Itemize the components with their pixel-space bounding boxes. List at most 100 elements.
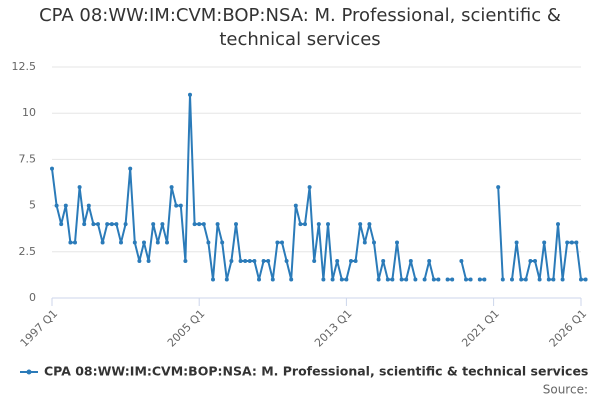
point xyxy=(119,240,123,245)
point xyxy=(96,222,100,227)
x-tick-label: 1997 Q1 xyxy=(18,307,61,350)
point xyxy=(280,240,284,245)
point xyxy=(431,277,436,282)
point xyxy=(482,277,487,282)
point xyxy=(477,277,482,282)
point xyxy=(321,277,326,282)
point xyxy=(560,277,565,282)
point xyxy=(169,185,174,190)
point xyxy=(395,240,399,245)
point xyxy=(344,277,349,282)
point xyxy=(339,277,344,282)
point xyxy=(312,259,317,264)
point xyxy=(247,259,252,264)
point xyxy=(215,222,220,227)
point xyxy=(399,277,404,282)
point xyxy=(523,277,528,282)
point xyxy=(450,277,455,282)
point xyxy=(298,222,303,227)
point xyxy=(63,203,68,208)
point xyxy=(284,259,289,264)
point xyxy=(574,240,579,245)
point xyxy=(408,259,413,264)
point xyxy=(234,222,238,227)
point xyxy=(307,185,312,190)
point xyxy=(82,222,87,227)
point xyxy=(436,277,441,282)
point xyxy=(519,277,524,282)
point xyxy=(427,259,432,264)
point xyxy=(546,277,551,282)
point xyxy=(528,259,533,264)
point xyxy=(50,166,54,171)
y-tick-label: 5 xyxy=(29,199,36,212)
y-tick-label: 2.5 xyxy=(19,245,37,258)
point xyxy=(289,277,294,282)
point xyxy=(468,277,473,282)
point xyxy=(86,203,91,208)
point xyxy=(579,277,583,282)
point xyxy=(257,277,261,282)
legend-marker xyxy=(26,369,32,375)
point xyxy=(261,259,266,264)
point xyxy=(583,277,588,282)
point xyxy=(109,222,114,227)
point xyxy=(160,222,165,227)
point xyxy=(155,240,160,245)
point xyxy=(229,259,234,264)
point xyxy=(316,222,321,227)
point xyxy=(188,92,192,97)
x-tick-label: 2021 Q1 xyxy=(459,307,502,350)
point xyxy=(464,277,468,282)
point xyxy=(73,240,77,245)
point xyxy=(183,259,188,264)
x-tick-label: 2005 Q1 xyxy=(165,307,208,350)
point xyxy=(445,277,450,282)
y-tick-label: 0 xyxy=(29,291,36,304)
point xyxy=(404,277,409,282)
point xyxy=(238,259,243,264)
point xyxy=(178,203,183,208)
point xyxy=(197,222,202,227)
point xyxy=(192,222,197,227)
point xyxy=(146,259,151,264)
point xyxy=(252,259,257,264)
y-tick-label: 12.5 xyxy=(12,60,37,73)
point xyxy=(514,240,519,245)
point xyxy=(77,185,82,190)
point xyxy=(353,259,358,264)
point xyxy=(132,240,137,245)
point xyxy=(362,240,367,245)
point xyxy=(326,222,330,227)
point xyxy=(174,203,179,208)
point xyxy=(533,259,537,264)
point xyxy=(105,222,110,227)
point xyxy=(243,259,248,264)
point xyxy=(551,277,556,282)
point xyxy=(91,222,96,227)
source: Source: xyxy=(543,383,588,397)
point xyxy=(114,222,119,227)
point xyxy=(556,222,560,227)
point xyxy=(510,277,514,282)
point xyxy=(390,277,395,282)
point xyxy=(54,203,59,208)
point xyxy=(224,277,229,282)
point xyxy=(500,277,505,282)
point xyxy=(542,240,547,245)
point xyxy=(372,240,376,245)
point xyxy=(303,222,307,227)
point xyxy=(381,259,386,264)
point xyxy=(128,166,133,171)
point xyxy=(266,259,271,264)
point xyxy=(367,222,372,227)
point xyxy=(569,240,574,245)
point xyxy=(330,277,335,282)
point xyxy=(59,222,64,227)
x-tick-label: 2013 Q1 xyxy=(312,307,355,350)
point xyxy=(270,277,275,282)
y-tick-label: 10 xyxy=(22,106,36,119)
legend-label: CPA 08:WW:IM:CVM:BOP:NSA: M. Professiona… xyxy=(44,364,588,379)
